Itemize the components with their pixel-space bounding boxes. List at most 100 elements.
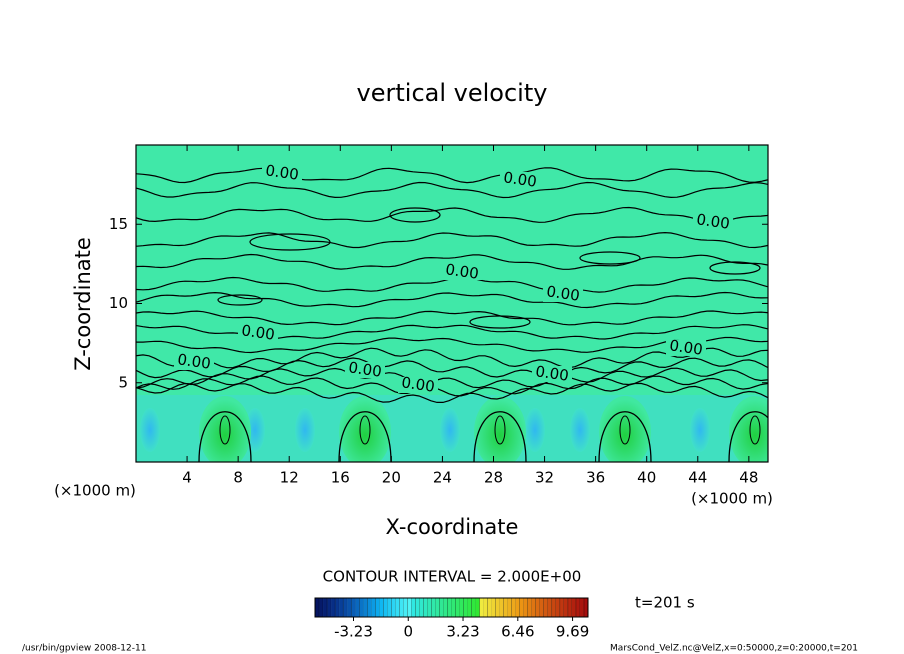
colorbar-tick-label: -3.23	[334, 623, 373, 641]
colorbar-stripe	[423, 597, 428, 618]
updraft-core	[359, 415, 371, 445]
colorbar-stripe	[339, 598, 344, 617]
colorbar-stripe	[503, 597, 508, 618]
contour-label: 0.00	[444, 260, 480, 282]
colorbar-stripe	[375, 597, 380, 618]
x-tick-label: 24	[433, 469, 452, 487]
updraft	[599, 396, 651, 462]
colorbar-stripe	[499, 598, 504, 617]
colorbar-stripe	[395, 598, 400, 617]
colorbar-stripe	[471, 597, 476, 618]
colorbar-stripe	[495, 597, 500, 618]
contour-label: 0.00	[347, 358, 383, 380]
contour-label-bg	[543, 286, 583, 302]
colorbar-stripe	[315, 598, 320, 617]
colorbar-stripe	[439, 597, 444, 618]
y-tick-label: 10	[109, 294, 128, 312]
colorbar-stripe	[435, 598, 440, 617]
x-tick-label: 16	[331, 469, 350, 487]
updraft-contour	[338, 411, 392, 462]
colorbar-stripe	[323, 598, 328, 617]
updraft-core	[494, 415, 506, 445]
contour-loop	[709, 261, 761, 275]
contour-line	[136, 357, 768, 379]
contour-loop	[389, 207, 441, 223]
colorbar-stripe	[383, 597, 388, 618]
colorbar-stripe	[519, 597, 524, 618]
colorbar-tick-label: 6.46	[501, 623, 534, 641]
contour-line	[136, 310, 768, 326]
contour-line	[136, 206, 768, 224]
colorbar-stripe	[467, 598, 472, 617]
colorbar-tick-label: 0	[403, 623, 413, 641]
colorbar-stripe	[551, 597, 557, 618]
x-tick-label: 28	[484, 469, 503, 487]
colorbar-stripe	[371, 598, 376, 617]
contour-label-bg	[693, 214, 733, 230]
y-tick-label: 5	[118, 373, 128, 391]
colorbar-stripe	[334, 597, 340, 618]
colorbar-stripe	[359, 597, 364, 618]
x-tick-label: 48	[739, 469, 758, 487]
contour-loop	[217, 294, 263, 306]
colorbar-stripe	[579, 598, 584, 617]
contour-loop	[469, 315, 531, 329]
contour-label-bg	[262, 165, 302, 181]
colorbar-stripe	[350, 597, 356, 618]
contour-line	[136, 367, 768, 389]
colorbar-stripe	[427, 598, 432, 617]
y-tick-label: 15	[109, 215, 128, 233]
contour-label-bg	[500, 172, 540, 188]
contour-label-bg	[345, 362, 385, 378]
contour-line	[136, 291, 768, 309]
colorbar-stripe	[399, 597, 404, 618]
updraft	[339, 396, 391, 462]
contour-label: 0.00	[264, 161, 300, 183]
updraft-core	[619, 415, 631, 445]
x-tick-label: 8	[233, 469, 243, 487]
colorbar-stripe	[483, 598, 488, 617]
colorbar-stripe	[407, 597, 412, 618]
colorbar-stripe	[475, 598, 480, 617]
colorbar-stripe	[531, 598, 536, 617]
colorbar-stripe	[575, 597, 581, 618]
colorbar-stripe	[447, 597, 452, 618]
colorbar-stripe	[419, 598, 424, 617]
colorbar-stripe	[403, 598, 408, 617]
x-unit: (×1000 m)	[54, 482, 136, 500]
colorbar-stripe	[583, 597, 589, 618]
x-axis-label: X-coordinate	[386, 515, 519, 539]
downdraft	[440, 408, 460, 452]
colorbar-stripe	[487, 597, 492, 618]
updraft-contour	[598, 411, 652, 462]
colorbar-stripe	[459, 598, 464, 617]
x-tick-label: 20	[382, 469, 401, 487]
contour-label-bg	[532, 366, 572, 382]
colorbar-tick-label: 9.69	[556, 623, 589, 641]
contour-label: 0.00	[668, 336, 704, 358]
contour-line	[136, 253, 768, 270]
colorbar-stripe	[451, 598, 456, 617]
colorbar-stripe	[379, 598, 384, 617]
colorbar-stripe	[511, 597, 516, 618]
colorbar-tick-label: 3.23	[446, 623, 479, 641]
contour-label: 0.00	[240, 321, 276, 343]
updraft-contour	[198, 411, 252, 462]
colorbar-stripe	[347, 598, 352, 617]
colorbar-stripe	[535, 597, 540, 618]
colorbar-stripe	[479, 597, 484, 618]
updraft-contour	[728, 411, 768, 462]
contour-label-bg	[398, 377, 438, 393]
colorbar-stripe	[367, 597, 372, 618]
y-axis-label: Z-coordinate	[71, 237, 95, 371]
x-tick-label: 4	[182, 469, 192, 487]
contour-loop	[579, 251, 641, 265]
footer-left: /usr/bin/gpview 2008-12-11	[22, 644, 146, 654]
contour-label: 0.00	[176, 350, 212, 372]
contour-label-bg	[666, 340, 706, 356]
colorbar-stripe	[355, 598, 360, 617]
colorbar-stripe	[515, 598, 520, 617]
contour-line	[136, 167, 768, 184]
colorbar-stripe	[507, 598, 512, 617]
downdraft	[570, 408, 590, 452]
